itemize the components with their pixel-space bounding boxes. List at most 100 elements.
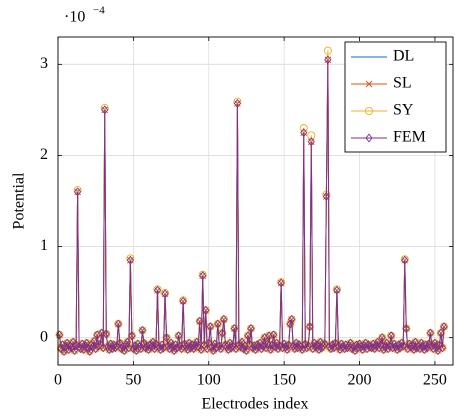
marker-diamond <box>83 338 91 348</box>
marker-diamond <box>398 338 406 348</box>
marker-diamond <box>108 344 116 354</box>
marker-diamond <box>428 341 436 351</box>
marker-diamond <box>432 342 440 352</box>
marker-diamond <box>333 285 341 295</box>
marker-diamond <box>247 324 255 334</box>
marker-diamond <box>313 340 321 350</box>
marker-diamond <box>327 344 335 354</box>
marker-diamond <box>170 345 178 355</box>
marker-diamond <box>196 316 204 326</box>
marker-diamond <box>401 255 409 265</box>
marker-diamond <box>410 344 418 355</box>
marker-diamond <box>322 191 330 201</box>
marker-diamond <box>179 296 187 306</box>
marker-diamond <box>355 339 364 349</box>
marker-diamond <box>297 342 305 352</box>
marker-diamond <box>224 344 232 355</box>
x-tick-label: 200 <box>348 372 372 389</box>
marker-x <box>365 80 373 88</box>
marker-diamond <box>165 344 174 354</box>
marker-diamond <box>226 338 234 348</box>
marker-diamond <box>279 343 287 353</box>
marker-diamond <box>334 341 342 351</box>
marker-diamond <box>164 341 172 351</box>
marker-x <box>440 323 448 331</box>
marker-diamond <box>307 137 315 147</box>
marker-diamond <box>408 340 416 350</box>
marker-diamond <box>431 338 439 348</box>
marker-diamond <box>270 330 278 340</box>
marker-diamond <box>217 344 225 354</box>
marker-diamond <box>244 331 252 341</box>
marker-diamond <box>416 344 424 354</box>
marker-diamond <box>390 339 398 349</box>
legend-label: SY <box>393 102 414 119</box>
marker-diamond <box>365 133 373 143</box>
marker-diamond <box>337 339 346 349</box>
marker-diamond <box>155 342 163 352</box>
marker-diamond <box>167 338 175 348</box>
marker-diamond <box>414 341 422 351</box>
marker-diamond <box>312 342 320 352</box>
marker-diamond <box>429 344 437 354</box>
marker-diamond <box>306 322 314 332</box>
marker-diamond <box>152 339 160 349</box>
marker-diamond <box>250 341 258 351</box>
marker-diamond <box>262 343 270 353</box>
marker-diamond <box>282 342 290 352</box>
marker-diamond <box>215 341 223 351</box>
marker-diamond <box>440 322 448 332</box>
marker-diamond <box>162 333 171 343</box>
x-tick-label: 50 <box>125 372 141 389</box>
marker-diamond <box>122 340 130 350</box>
marker-diamond <box>435 340 444 350</box>
marker-diamond <box>220 314 228 324</box>
marker-diamond <box>392 342 400 352</box>
marker-diamond <box>64 344 73 355</box>
marker-diamond <box>98 328 106 338</box>
plot-frame <box>57 36 454 366</box>
marker-diamond <box>304 341 312 351</box>
marker-diamond <box>324 55 332 65</box>
marker-diamond <box>422 340 430 350</box>
legend-label: SL <box>393 75 412 92</box>
legend-box <box>344 41 447 153</box>
x-tick-label: 150 <box>272 372 296 389</box>
x-tick-label: 100 <box>197 372 221 389</box>
marker-diamond <box>206 322 214 332</box>
marker-diamond <box>426 328 434 338</box>
y-scale-label: ·10 <box>64 9 85 26</box>
marker-diamond <box>242 345 251 355</box>
marker-diamond <box>119 342 127 352</box>
marker-diamond <box>114 319 122 329</box>
marker-diamond <box>357 342 365 352</box>
marker-diamond <box>172 340 180 350</box>
marker-diamond <box>214 319 222 329</box>
marker-diamond <box>199 271 207 281</box>
marker-diamond <box>354 343 362 353</box>
marker-diamond <box>328 340 336 350</box>
marker-diamond <box>378 333 386 343</box>
marker-diamond <box>349 342 358 352</box>
marker-diamond <box>211 339 219 349</box>
marker-diamond <box>352 340 361 350</box>
marker-diamond <box>193 337 201 347</box>
marker-diamond <box>399 341 407 351</box>
marker-diamond <box>315 344 323 355</box>
x-axis-label: Electrodes index <box>201 396 308 413</box>
marker-diamond <box>105 344 113 355</box>
marker-diamond <box>71 345 79 355</box>
marker-diamond <box>319 341 327 351</box>
marker-circle <box>364 106 374 116</box>
marker-diamond <box>387 331 395 341</box>
marker-diamond <box>277 278 285 288</box>
marker-diamond <box>113 341 121 351</box>
marker-diamond <box>143 341 151 351</box>
marker-diamond <box>291 344 299 354</box>
marker-diamond <box>208 342 216 352</box>
marker-diamond <box>104 342 112 352</box>
marker-diamond <box>125 343 133 353</box>
marker-diamond <box>161 289 169 299</box>
y-scale-exponent: −4 <box>93 5 105 17</box>
